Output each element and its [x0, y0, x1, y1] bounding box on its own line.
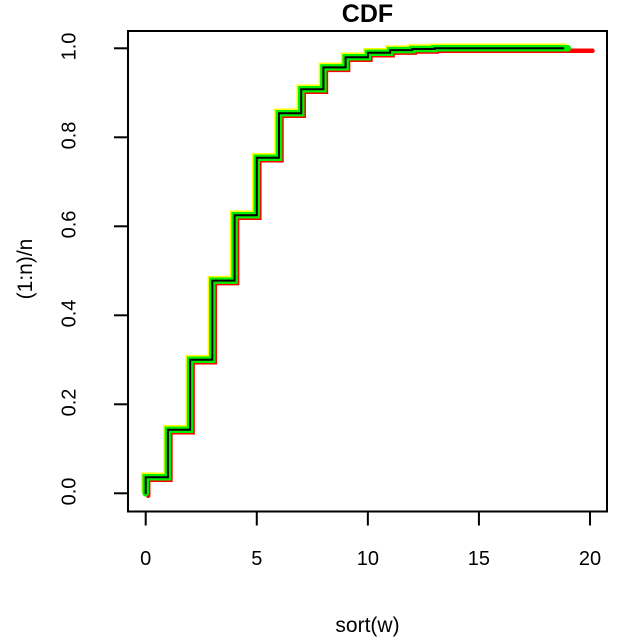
y-tick-label: 0.4 [58, 299, 81, 328]
x-tick-label: 5 [251, 548, 263, 570]
cdf-black-line [144, 47, 565, 495]
y-axis-title: (1:n)/n [14, 238, 37, 300]
y-tick-label: 0.6 [58, 210, 81, 239]
x-tick-label: 10 [356, 548, 379, 570]
x-axis-title: sort(w) [335, 614, 400, 637]
x-tick-label: 0 [140, 548, 152, 570]
cdf-yellow-line [140, 43, 568, 494]
x-tick-label: 15 [467, 548, 491, 570]
cdf-green-line [142, 45, 572, 497]
y-tick-label: 0.8 [58, 121, 81, 150]
x-tick-label: 20 [578, 548, 602, 570]
y-tick-label: 1.0 [58, 32, 81, 61]
y-tick-label: 0.2 [58, 388, 81, 417]
cdf-red-line [145, 48, 595, 499]
plot-box [127, 30, 608, 513]
y-tick-label: 0.0 [58, 477, 81, 506]
chart-title: CDF [341, 0, 394, 28]
